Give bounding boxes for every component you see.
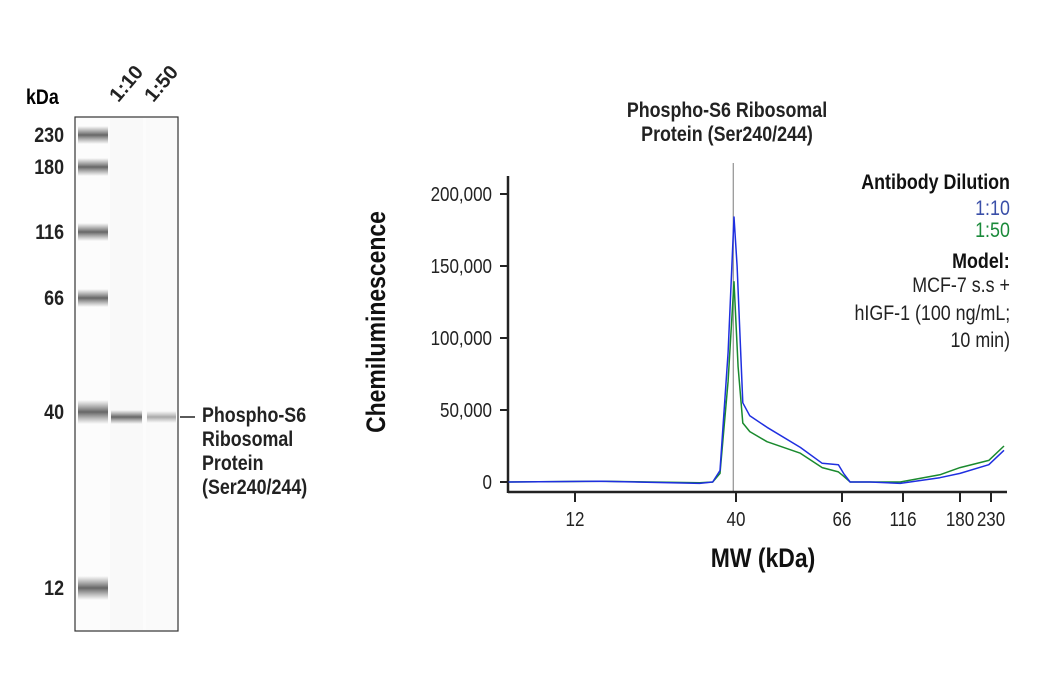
marker-label: 12	[44, 577, 64, 600]
sample-band-1-10	[111, 410, 142, 424]
ladder-lane	[78, 126, 108, 600]
chart-title: Phospho-S6 Ribosomal Protein (Ser240/244…	[585, 99, 869, 147]
band-label: Phospho-S6 Ribosomal Protein (Ser240/244…	[202, 404, 326, 500]
x-tick-label: 230	[977, 508, 1005, 531]
marker-label: 40	[44, 401, 64, 424]
legend-entry-1-10: 1:10	[975, 197, 1010, 220]
x-tick-label: 180	[946, 508, 974, 531]
band-label-line: (Ser240/244)	[202, 476, 308, 499]
y-tick-label: 200,000	[431, 183, 492, 206]
ladder-band	[78, 158, 108, 176]
legend-title: Antibody Dilution	[861, 171, 1010, 194]
marker-label: 116	[35, 221, 64, 244]
band-label-line: Protein	[202, 452, 264, 475]
x-tick-label: 40	[727, 508, 746, 531]
chart-title-line: Protein (Ser240/244)	[641, 123, 813, 146]
model-title: Model:	[952, 250, 1010, 273]
model-line: MCF-7 s.s +	[912, 274, 1010, 297]
blot-image	[74, 116, 195, 632]
y-tick-label: 0	[483, 471, 492, 494]
sample-band-1-50	[147, 411, 176, 423]
ladder-band	[78, 289, 108, 307]
marker-label: 66	[44, 287, 64, 310]
y-tick-label: 150,000	[431, 255, 492, 278]
ladder-band	[78, 576, 108, 600]
ladder-band	[78, 126, 108, 144]
ladder-band	[78, 223, 108, 241]
ladder-band	[78, 400, 108, 424]
lane-1	[110, 118, 143, 630]
legend-entry-1-50: 1:50	[975, 219, 1010, 242]
series-line-1-10	[508, 216, 1005, 485]
model-line: 10 min)	[950, 329, 1010, 352]
model-line: hIGF-1 (100 ng/mL;	[854, 302, 1010, 325]
lane-2	[146, 118, 177, 630]
x-tick-label: 12	[566, 508, 585, 531]
marker-label: 180	[34, 156, 64, 179]
series-line-1-50	[508, 281, 1005, 484]
kda-label: kDa	[26, 86, 65, 110]
chart-title-line: Phospho-S6 Ribosomal	[626, 99, 828, 122]
x-axis-label: MW (kDa)	[711, 543, 816, 573]
y-axis-label: Chemiluminescence	[361, 211, 391, 433]
marker-label: 230	[34, 124, 64, 147]
band-label-line: Phospho-S6	[202, 404, 307, 427]
y-tick-label: 50,000	[440, 399, 492, 422]
y-tick-label: 100,000	[431, 327, 492, 350]
x-tick-label: 66	[833, 508, 852, 531]
band-label-line: Ribosomal	[202, 428, 294, 451]
kda-text: kDa	[26, 86, 59, 109]
x-tick-label: 116	[889, 508, 916, 531]
